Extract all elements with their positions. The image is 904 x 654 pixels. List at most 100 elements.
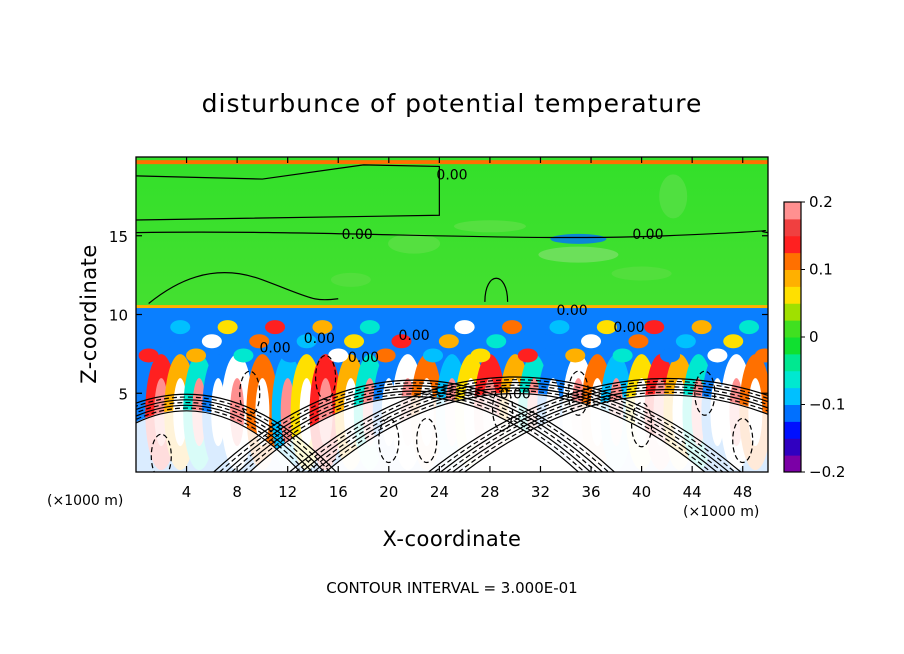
mixed-band-cell bbox=[660, 348, 681, 363]
negative-contour bbox=[630, 402, 653, 448]
y-tick-label: 5 bbox=[118, 385, 128, 403]
mixed-band-cell bbox=[233, 348, 254, 363]
colorbar-swatch bbox=[784, 404, 801, 422]
colorbar-tick-label: 0 bbox=[809, 328, 819, 346]
contour-lines bbox=[136, 164, 768, 472]
x-unit-left: (×1000 m) bbox=[47, 493, 123, 509]
x-tick-label: 24 bbox=[430, 483, 449, 501]
upper-boundary-band bbox=[136, 160, 768, 165]
x-tick-label: 40 bbox=[632, 483, 651, 501]
mixed-band-cell bbox=[186, 348, 207, 363]
colorbar-swatch bbox=[784, 320, 801, 338]
upper-layer-anomalies bbox=[136, 160, 768, 309]
upper-anomaly bbox=[611, 266, 672, 281]
contour-label: 0.00 bbox=[342, 227, 373, 243]
colorbar-swatch bbox=[784, 337, 801, 355]
mixed-band-cell bbox=[438, 334, 459, 349]
anomaly-core bbox=[280, 378, 295, 447]
contour-label: 0.00 bbox=[632, 227, 663, 243]
mixed-band-cell bbox=[312, 320, 333, 335]
colorbar-swatch bbox=[784, 370, 801, 389]
mixed-band-cell bbox=[407, 320, 428, 335]
mixed-band-cell bbox=[644, 320, 665, 335]
mixed-band-cell bbox=[739, 320, 760, 335]
y-tick-label: 10 bbox=[109, 307, 128, 325]
mixed-band-cell bbox=[612, 348, 633, 363]
hill-contour bbox=[313, 387, 718, 472]
colorbar: 0.2 0.1 0 −0.1 −0.2 bbox=[783, 193, 845, 481]
hill-contour bbox=[243, 393, 585, 472]
colorbar-swatch bbox=[784, 438, 801, 456]
hill-contour bbox=[440, 383, 768, 472]
zero-contour bbox=[136, 229, 768, 239]
mixed-band-cell bbox=[265, 320, 286, 335]
negative-contour bbox=[150, 433, 172, 472]
negative-contour bbox=[416, 417, 438, 464]
mixed-band-cell bbox=[170, 320, 191, 335]
negative-anomaly-upper bbox=[550, 233, 607, 244]
contour-label: 0.00 bbox=[556, 303, 587, 319]
colorbar-tick-label: 0.1 bbox=[809, 261, 833, 279]
colorbar-swatch bbox=[784, 387, 801, 405]
hill-contour bbox=[446, 386, 768, 472]
mixed-band-cell bbox=[217, 320, 238, 335]
colorbar-swatch bbox=[784, 353, 801, 372]
colorbar-swatch bbox=[784, 235, 801, 254]
mixed-band-cell bbox=[154, 334, 175, 349]
contour-label: 0.00 bbox=[304, 331, 335, 347]
mixed-band-cell bbox=[249, 334, 270, 349]
mixed-band-cell bbox=[280, 348, 301, 363]
colorbar-swatch bbox=[784, 421, 801, 439]
x-tick-label: 12 bbox=[278, 483, 297, 501]
colorbar-swatch bbox=[784, 303, 801, 321]
hill-contour bbox=[136, 407, 307, 472]
x-tick-label: 4 bbox=[182, 483, 192, 501]
contour-label: 0.00 bbox=[500, 386, 531, 402]
closed-contour bbox=[484, 277, 509, 302]
hill-contour bbox=[319, 390, 712, 472]
x-tick-label: 8 bbox=[232, 483, 242, 501]
tropopause-band bbox=[136, 305, 768, 309]
x-axis-label: X-coordinate bbox=[383, 527, 522, 551]
x-tick-label: 16 bbox=[329, 483, 348, 501]
hill-contour bbox=[458, 391, 768, 472]
mixed-band-cell bbox=[691, 320, 712, 335]
hill-contour bbox=[136, 396, 331, 472]
upper-anomaly bbox=[453, 220, 526, 233]
contour-interval-note: CONTOUR INTERVAL = 3.000E-01 bbox=[326, 579, 577, 597]
mixed-band-cell bbox=[596, 320, 617, 335]
mixed-band-cell bbox=[486, 334, 507, 349]
hill-contour bbox=[452, 389, 768, 472]
x-axis: 4 8 12 16 20 24 28 32 36 40 44 48 bbox=[182, 157, 752, 501]
y-axis-label: Z-coordinate bbox=[77, 244, 101, 384]
colorbar-swatch bbox=[784, 455, 801, 473]
hill-contour bbox=[237, 390, 591, 472]
negative-contour bbox=[567, 370, 590, 416]
colorbar-tick-label: −0.2 bbox=[809, 463, 845, 481]
hill-contour bbox=[289, 376, 742, 472]
mixed-band-cell bbox=[517, 348, 538, 363]
x-unit-right: (×1000 m) bbox=[683, 504, 759, 520]
upper-anomaly bbox=[388, 233, 441, 254]
hill-contour bbox=[295, 379, 736, 472]
mixed-band-cell bbox=[754, 348, 768, 363]
mixed-band-cell bbox=[328, 348, 349, 363]
colorbar-swatch bbox=[784, 218, 801, 237]
colorbar-swatch bbox=[784, 269, 801, 287]
mixed-band-cell bbox=[533, 334, 554, 349]
hill-contour bbox=[231, 387, 597, 472]
hill-contour bbox=[136, 399, 325, 472]
contour-label: 0.00 bbox=[398, 328, 429, 344]
hill-region bbox=[136, 409, 301, 472]
upper-anomaly bbox=[330, 272, 371, 287]
hill-contour bbox=[301, 382, 730, 472]
x-tick-label: 48 bbox=[733, 483, 752, 501]
zero-contour bbox=[148, 272, 339, 304]
hill-contour bbox=[325, 392, 706, 472]
mixed-band-cell bbox=[549, 320, 570, 335]
contour-label: 0.00 bbox=[436, 167, 467, 183]
hill-contour bbox=[136, 402, 319, 472]
hill-contour bbox=[136, 404, 313, 472]
hill-contour bbox=[219, 382, 609, 472]
